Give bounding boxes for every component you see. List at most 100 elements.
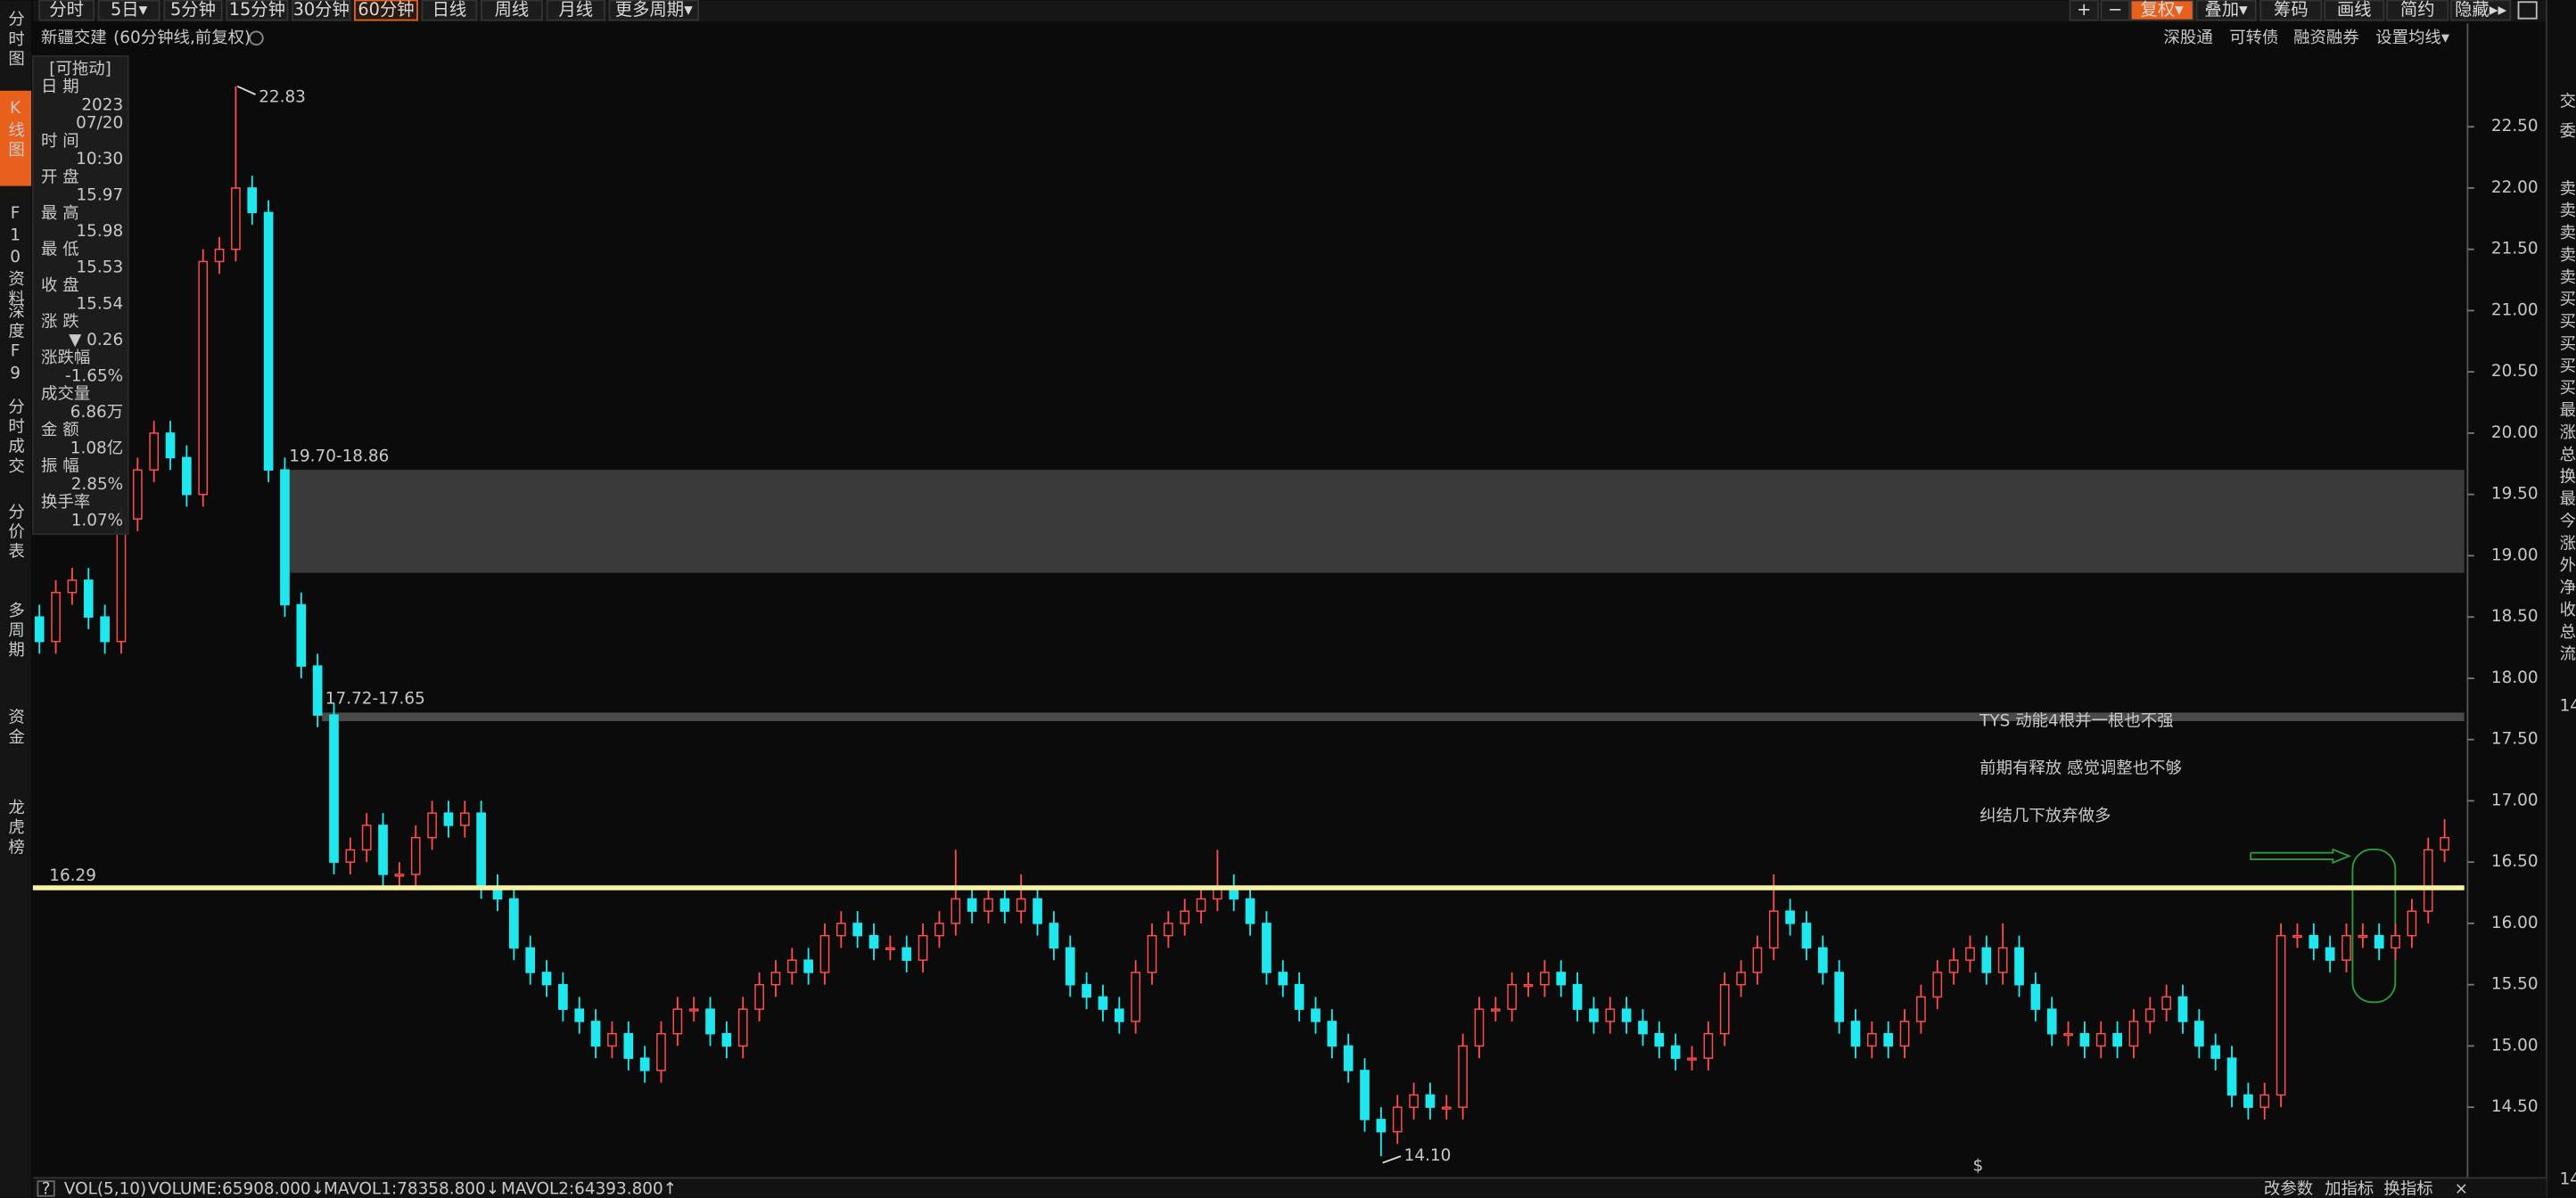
candle-body bbox=[1589, 1008, 1599, 1022]
help-box[interactable] bbox=[37, 1180, 55, 1197]
tab-frame[interactable] bbox=[163, 0, 223, 21]
info-value: 1.08亿 bbox=[70, 439, 123, 457]
candle-body bbox=[1016, 898, 1026, 912]
sidebar-item[interactable]: 深度F9 bbox=[6, 302, 25, 386]
bottom-button[interactable]: 加指标 bbox=[2325, 1179, 2374, 1198]
tab-frame[interactable] bbox=[226, 0, 289, 21]
candle-body bbox=[803, 959, 813, 973]
candle-body bbox=[1278, 972, 1288, 986]
info-label: 振 幅 bbox=[41, 457, 79, 476]
toolbar-button-frame[interactable] bbox=[2195, 0, 2257, 21]
bottom-button[interactable]: × bbox=[2455, 1179, 2468, 1198]
tab[interactable]: 分时 bbox=[49, 0, 84, 20]
candle-body bbox=[2358, 934, 2368, 939]
info-value: 10:30 bbox=[76, 150, 123, 168]
y-tick-label: 15.00 bbox=[2491, 1036, 2539, 1054]
header-link[interactable]: 深股通 bbox=[2164, 29, 2213, 47]
candle-body bbox=[1785, 910, 1795, 924]
toolbar-button[interactable]: + bbox=[2077, 0, 2091, 20]
tab[interactable]: 30分钟 bbox=[293, 0, 350, 20]
bottom-button[interactable]: 换指标 bbox=[2383, 1179, 2432, 1198]
tab[interactable]: 5分钟 bbox=[170, 0, 216, 20]
sidebar-active bbox=[0, 90, 32, 186]
fullscreen-icon[interactable] bbox=[2517, 1, 2538, 20]
candle-body bbox=[934, 923, 944, 937]
toolbar-button-frame[interactable] bbox=[2069, 0, 2099, 21]
sidebar-item[interactable]: 分时成交 bbox=[6, 398, 25, 476]
candle-body bbox=[214, 248, 225, 263]
marker: $ bbox=[1972, 1157, 1983, 1176]
sidebar-item[interactable]: K线图 bbox=[6, 99, 25, 160]
tab[interactable]: 60分钟 bbox=[358, 0, 414, 20]
sidebar-item[interactable]: 分时图 bbox=[6, 10, 25, 69]
info-label: 涨 跌 bbox=[41, 313, 79, 332]
candle-body bbox=[1850, 1021, 1861, 1047]
candle-body bbox=[394, 874, 405, 877]
toolbar-button[interactable]: 叠加▾ bbox=[2204, 0, 2248, 20]
zone-label: 19.70-18.86 bbox=[289, 447, 389, 465]
header-link[interactable]: 融资融券 bbox=[2293, 29, 2359, 47]
tab-frame[interactable] bbox=[608, 0, 699, 21]
toolbar-button-frame[interactable] bbox=[2100, 0, 2130, 21]
sidebar-item[interactable]: F10资料 bbox=[6, 204, 25, 309]
tab-frame[interactable] bbox=[354, 0, 418, 21]
candle-body bbox=[2210, 1045, 2221, 1059]
toolbar-button-frame[interactable] bbox=[2450, 0, 2512, 21]
candle-body bbox=[149, 432, 160, 471]
candle-body bbox=[165, 432, 176, 459]
info-label: 时 间 bbox=[41, 132, 79, 151]
right-panel-text: 总 bbox=[2560, 446, 2576, 464]
toolbar-button[interactable]: 筹码 bbox=[2274, 0, 2309, 20]
candle-body bbox=[951, 898, 961, 924]
info-label: 日 期 bbox=[41, 78, 79, 96]
tab[interactable]: 周线 bbox=[495, 0, 530, 20]
right-panel-text: 最 bbox=[2560, 401, 2576, 420]
tab-frame[interactable] bbox=[38, 0, 95, 21]
candle-body bbox=[754, 983, 764, 1010]
bottom-button[interactable]: 改参数 bbox=[2264, 1179, 2313, 1198]
candle-body bbox=[2243, 1094, 2253, 1108]
tab-frame[interactable] bbox=[546, 0, 605, 21]
tab[interactable]: 日线 bbox=[432, 0, 467, 20]
sidebar-item[interactable]: 资金 bbox=[6, 709, 25, 748]
help[interactable]: ? bbox=[42, 1179, 51, 1198]
toolbar-button[interactable]: 画线 bbox=[2337, 0, 2372, 20]
toolbar-button[interactable]: 复权▾ bbox=[2141, 0, 2185, 20]
candle-body bbox=[1916, 996, 1926, 1022]
tab[interactable]: 月线 bbox=[558, 0, 593, 20]
right-panel-text: 涨 bbox=[2560, 423, 2576, 442]
candle-body bbox=[1163, 923, 1173, 937]
toolbar-button-frame[interactable] bbox=[2324, 0, 2385, 21]
info-value: 07/20 bbox=[76, 114, 123, 133]
tab-frame[interactable] bbox=[480, 0, 543, 21]
y-tick-label: 18.00 bbox=[2491, 669, 2539, 687]
toolbar-button[interactable]: 简约 bbox=[2400, 0, 2435, 20]
tab-frame[interactable] bbox=[421, 0, 478, 21]
mavol1: MAVOL1:78358.800↓ bbox=[324, 1179, 499, 1198]
candle-body bbox=[263, 211, 274, 471]
sidebar-item[interactable]: 多周期 bbox=[6, 602, 25, 661]
toolbar-button-frame[interactable] bbox=[2386, 0, 2449, 21]
tab[interactable]: 15分钟 bbox=[229, 0, 285, 20]
candle-body bbox=[2309, 934, 2319, 949]
tab[interactable]: 更多周期▾ bbox=[615, 0, 693, 20]
candle-body bbox=[459, 812, 470, 826]
candle-body bbox=[345, 849, 356, 863]
candle-body bbox=[1114, 1008, 1124, 1022]
tab-frame[interactable] bbox=[292, 0, 351, 21]
candle-body bbox=[1376, 1119, 1387, 1133]
toolbar-button[interactable]: − bbox=[2108, 0, 2122, 20]
header-link[interactable]: 设置均线▾ bbox=[2375, 29, 2450, 47]
settings-icon[interactable] bbox=[249, 30, 264, 46]
toolbar-button-frame[interactable] bbox=[2259, 0, 2323, 21]
toolbar-button[interactable]: 隐藏▸▸ bbox=[2455, 0, 2506, 20]
drag-hint[interactable]: [可拖动] bbox=[49, 60, 111, 78]
candle-body bbox=[688, 1008, 699, 1012]
candle-body bbox=[1981, 947, 1992, 973]
tab[interactable]: 5日▾ bbox=[111, 0, 148, 20]
tab-frame[interactable] bbox=[97, 0, 160, 21]
sidebar-item[interactable]: 龙虎榜 bbox=[6, 799, 25, 857]
header-link[interactable]: 可转债 bbox=[2229, 29, 2278, 47]
toolbar-button-frame[interactable] bbox=[2129, 0, 2194, 21]
sidebar-item[interactable]: 分价表 bbox=[6, 503, 25, 562]
